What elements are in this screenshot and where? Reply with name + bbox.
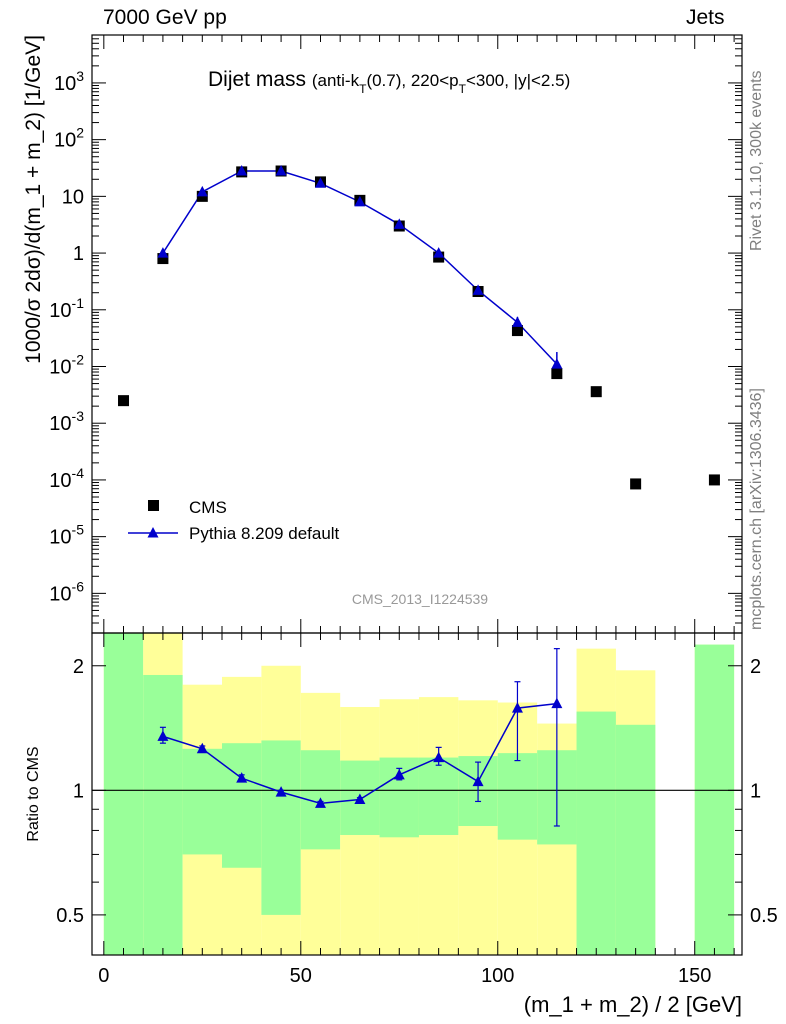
header-energy-label: 7000 GeV pp xyxy=(103,6,227,29)
cms-data-point xyxy=(118,395,130,407)
main-y-axis-label: 1000/σ 2dσ)/d(m_1 + m_2) [1/GeV] xyxy=(22,35,45,364)
pythia-data-point xyxy=(551,358,563,369)
pythia-data-point xyxy=(157,247,169,258)
y-tick-label: 10-4 xyxy=(49,465,84,492)
y-tick-label: 10-5 xyxy=(49,522,84,549)
pythia-data-point xyxy=(236,164,248,176)
ratio-y-axis-label: Ratio to CMS xyxy=(25,746,42,841)
uncertainty-band-green xyxy=(182,748,222,855)
cms-data-point xyxy=(630,478,642,490)
legend-pythia-marker xyxy=(147,527,159,538)
ratio-data-point xyxy=(236,772,248,783)
ratio-data-point xyxy=(433,751,445,763)
ratio-y-tick-label-right: 2 xyxy=(750,656,761,678)
ratio-data-point xyxy=(551,697,563,709)
ratio-data-point xyxy=(275,786,287,797)
y-tick-label: 10-6 xyxy=(49,578,84,605)
ratio-data-point xyxy=(511,702,523,713)
ratio-data-point xyxy=(196,742,208,754)
x-tick-label: 50 xyxy=(290,965,312,987)
y-tick-label: 10-1 xyxy=(49,295,84,322)
legend-cms-marker xyxy=(148,500,159,511)
uncertainty-band-green xyxy=(103,633,144,955)
main-plot-frame xyxy=(91,34,743,634)
legend-cms-label: CMS xyxy=(189,498,227,517)
x-tick-label: 0 xyxy=(98,965,109,987)
legend-pythia-label: Pythia 8.209 default xyxy=(189,524,340,543)
x-tick-label: 150 xyxy=(678,965,711,987)
ratio-y-tick-label-left: 2 xyxy=(73,656,84,678)
ratio-data-point xyxy=(354,793,366,805)
cms-data-point xyxy=(551,368,563,380)
pythia-data-point xyxy=(393,218,405,229)
cms-data-point xyxy=(708,474,720,486)
ratio-data-point xyxy=(157,730,169,741)
uncertainty-band-green xyxy=(418,757,459,835)
uncertainty-band-yellow xyxy=(458,700,498,955)
uncertainty-band-green xyxy=(615,724,656,955)
uncertainty-band-green xyxy=(222,743,262,868)
pythia-data-point xyxy=(314,177,326,188)
pythia-data-point xyxy=(275,164,287,176)
ratio-y-tick-label-left: 0.5 xyxy=(56,905,84,927)
pythia-data-point xyxy=(433,247,445,258)
uncertainty-band-green xyxy=(261,740,301,915)
uncertainty-band-green xyxy=(497,753,538,840)
y-tick-label: 102 xyxy=(54,125,84,152)
x-tick-label: 100 xyxy=(481,965,514,987)
pythia-data-point xyxy=(354,195,366,207)
ratio-data-point xyxy=(472,775,484,787)
cms-data-point xyxy=(590,386,602,398)
header-category-label: Jets xyxy=(686,6,725,29)
pythia-data-point xyxy=(511,316,523,327)
y-tick-label: 10-3 xyxy=(49,408,84,435)
y-tick-label: 103 xyxy=(54,68,84,95)
ratio-y-tick-label-left: 1 xyxy=(73,780,84,802)
chart-title: Dijet mass (anti-kT(0.7), 220<pT<300, |y… xyxy=(208,68,570,96)
uncertainty-band-green xyxy=(143,674,183,955)
uncertainty-band-green xyxy=(576,711,616,955)
y-tick-label: 10-2 xyxy=(49,352,84,379)
pythia-data-point xyxy=(472,284,484,295)
y-tick-label: 10 xyxy=(62,186,84,208)
ratio-data-point xyxy=(314,797,326,808)
cms-data-point xyxy=(511,325,523,337)
cms-data-point xyxy=(157,253,169,265)
ratio-y-tick-label-right: 0.5 xyxy=(750,905,778,927)
analysis-watermark: CMS_2013_I1224539 xyxy=(352,591,488,607)
uncertainty-band-green xyxy=(694,644,735,955)
ratio-data-point xyxy=(393,768,405,780)
ratio-plot-frame xyxy=(91,632,743,956)
ratio-y-tick-label-right: 1 xyxy=(750,780,761,802)
y-tick-label: 1 xyxy=(73,243,84,265)
x-axis-label: (m_1 + m_2) / 2 [GeV] xyxy=(524,992,742,1017)
pythia-data-point xyxy=(196,185,208,197)
